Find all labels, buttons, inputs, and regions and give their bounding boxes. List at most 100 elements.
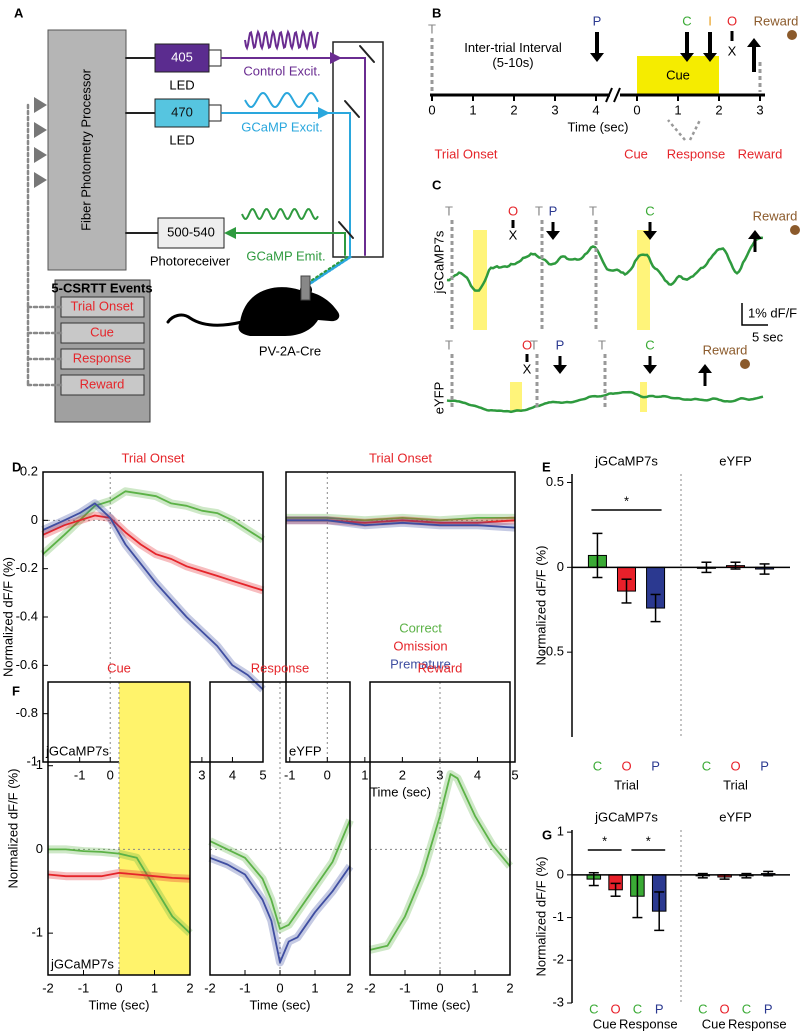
panel-label: B [432, 5, 441, 20]
event-item: Reward [80, 376, 125, 391]
marker-letter: I [708, 13, 712, 28]
reward-dot [787, 30, 797, 40]
series-line [47, 872, 191, 880]
marker-letter: C [682, 13, 691, 28]
y-tick-label: 0.5 [546, 474, 564, 489]
marker-letter: O [508, 203, 518, 218]
y-axis-label: Normalized dF/F (%) [533, 546, 548, 666]
y-tick-label: -2 [552, 952, 564, 967]
arrow-head [703, 53, 717, 62]
x-tick-label: -2 [364, 980, 376, 995]
y-tick-label: 0 [557, 559, 564, 574]
marker-letter: P [549, 203, 558, 218]
group-label: eYFP [719, 453, 752, 468]
triangle [34, 147, 47, 163]
marker-letter: T [428, 21, 436, 36]
group-sublabel: Trial [614, 777, 639, 792]
purple-light-path [221, 57, 366, 256]
x-tick-label: P [655, 1001, 664, 1016]
arrow-head [553, 365, 567, 374]
x-axis-label: Time (sec) [410, 997, 471, 1012]
panel-b-shapes [430, 38, 765, 141]
marker-letter: X [509, 227, 518, 242]
marker-letter: C [645, 203, 654, 218]
group-sublabel: Trial [723, 777, 748, 792]
interval-label: Inter-trial Interval (5-10s) [464, 40, 562, 70]
led-wavelength: 405 [171, 49, 193, 64]
x-tick-label: O [611, 1001, 621, 1016]
marker-letter: T [589, 203, 597, 218]
arrow-head [748, 230, 762, 239]
y-tick-label: 0 [557, 866, 564, 881]
legend-entry: Premature [390, 656, 451, 671]
significance-star: * [646, 833, 651, 848]
series-line [48, 848, 191, 934]
panel-label: C [432, 177, 442, 192]
series-line [209, 856, 351, 964]
x-tick-label: 0 [107, 767, 114, 782]
led-connector [208, 49, 222, 67]
event-item: Response [73, 350, 132, 365]
y-tick-label: -1 [26, 753, 38, 768]
light-label: Control Excit. [243, 63, 320, 78]
series-line [286, 519, 516, 529]
x-tick-label: 1 [361, 767, 368, 782]
x-tick-label: -2 [204, 980, 216, 995]
arrow [667, 119, 686, 141]
x-tick-label: 0 [324, 767, 331, 782]
marker-letter: X [523, 361, 532, 376]
arrow-head [747, 38, 761, 47]
x-axis-label: Time (sec) [89, 997, 150, 1012]
panel-label: G [542, 827, 552, 842]
marker-letter: X [728, 43, 737, 58]
marker-letter: T [445, 337, 453, 352]
marker-letter: T [445, 203, 453, 218]
light-label: GCaMP Excit. [241, 119, 322, 134]
axis-break [605, 87, 613, 103]
event-label: Response [667, 146, 726, 161]
x-tick-label: 2 [506, 980, 513, 995]
group-sublabel: Cue [702, 1016, 726, 1031]
y-tick-label: -0.2 [16, 560, 38, 575]
cue-label: Cue [666, 67, 690, 82]
marker-letter: T [530, 337, 538, 352]
tick-label: 4 [592, 102, 599, 117]
ttl-triangles [34, 97, 47, 188]
x-tick-label: C [698, 1001, 707, 1016]
blue-light-path [221, 112, 351, 256]
event-links [26, 103, 63, 387]
event-label: Cue [624, 146, 648, 161]
mirror [338, 221, 354, 239]
mirror [344, 100, 360, 118]
panel-a-shapes [26, 29, 384, 423]
mouse-tail [166, 313, 244, 327]
y-axis-label: Normalized dF/F (%) [5, 769, 20, 889]
corner-label: eYFP [289, 743, 322, 758]
marker-letter: P [593, 13, 602, 28]
y-tick-label: 0.2 [20, 463, 38, 478]
chart-title: Response [251, 660, 310, 675]
plot-frame [47, 681, 191, 976]
x-tick-label: C [742, 1001, 751, 1016]
interval-box: Inter-trial Interval (5-10s) [464, 40, 562, 70]
highlight [637, 230, 650, 330]
event-boxes [60, 296, 145, 396]
led-405 [154, 43, 210, 73]
x-tick-label: 2 [399, 767, 406, 782]
panel-label: A [14, 5, 24, 20]
event-label: Trial Onset [434, 146, 497, 161]
series-line [42, 514, 264, 592]
tick-label: 2 [510, 102, 517, 117]
processor-box [47, 29, 127, 271]
mouse-body [238, 287, 340, 336]
error-band [286, 516, 516, 532]
x-tick-label: 3 [436, 767, 443, 782]
plot-frame [209, 681, 351, 976]
y-axis-label: Normalized dF/F (%) [533, 857, 548, 977]
x-tick-label: 0 [115, 980, 122, 995]
panel-label: F [12, 683, 20, 698]
series-line [42, 490, 264, 555]
marker-letter: Reward [753, 208, 798, 223]
y-axis-label: Normalized dF/F (%) [0, 557, 15, 677]
